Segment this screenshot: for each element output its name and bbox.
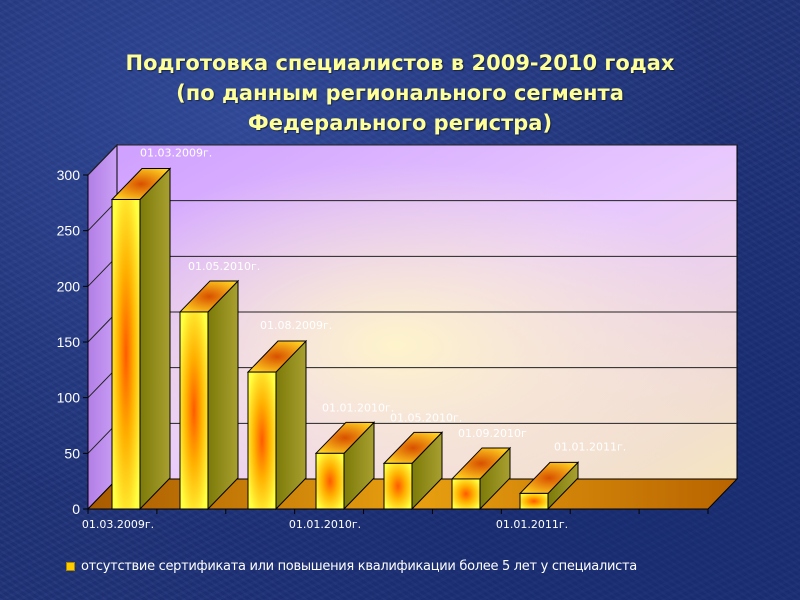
chart-title-line-1: Подготовка специалистов в 2009-2010 года… [125,51,675,75]
bar-front [179,311,209,510]
legend: отсутствие сертификата или повышения ква… [66,557,637,575]
data-labels: 01.03.2009г. 01.05.2010г. 01.08.2009г. 01.0… [140,146,626,453]
bar-front [315,452,345,510]
data-label: 01.01.2010г. [322,401,394,414]
bar-side [207,279,239,511]
legend-entry: отсутствие сертификата или повышения ква… [81,558,637,574]
bar-front [451,478,481,510]
y-tick-label: 100 [57,390,81,406]
data-label: 01.01.2011г. [554,440,626,453]
bar [110,167,172,511]
y-tick-label: 250 [57,223,81,239]
data-label: 01.08.2009г. [260,319,332,332]
x-tick-label: 01.01.2010г. [289,518,361,531]
gridline-side [87,144,118,176]
bar [450,446,512,511]
legend-swatch [66,561,75,571]
y-tick-label: 150 [57,334,81,350]
bar-front [519,492,549,510]
x-tick-marks [87,509,709,514]
data-label: 01.05.2010г. [188,260,260,273]
bar-side [139,167,171,511]
bar [382,431,444,511]
y-tick-label: 200 [57,278,81,294]
bar-front [247,371,277,510]
x-axis-labels: 01.03.2009г. 01.01.2010г. 01.01.2011г. [82,518,568,531]
bar-front [111,198,141,510]
bar [518,461,580,511]
data-label: 01.09.2010г [458,427,527,440]
bar [178,279,240,511]
y-axis: 0 50 100 150 200 250 300 [57,167,89,517]
data-label: 01.05.2010г. [390,411,462,424]
x-tick-label: 01.01.2011г. [496,518,568,531]
bar [314,421,376,511]
chart-title: Подготовка специалистов в 2009-2010 года… [40,48,760,138]
data-label: 01.03.2009г. [140,146,212,159]
x-tick-label: 01.03.2009г. [82,518,154,531]
y-tick-label: 50 [64,445,80,461]
chart-title-line-3: Федерального регистра) [247,111,553,135]
y-tick-label: 300 [57,167,81,183]
y-tick-label: 0 [72,501,80,517]
bar-front [383,462,413,510]
bar [246,339,308,511]
bars [110,167,580,511]
chart-title-line-2: (по данным регионального сегмента [176,81,624,105]
